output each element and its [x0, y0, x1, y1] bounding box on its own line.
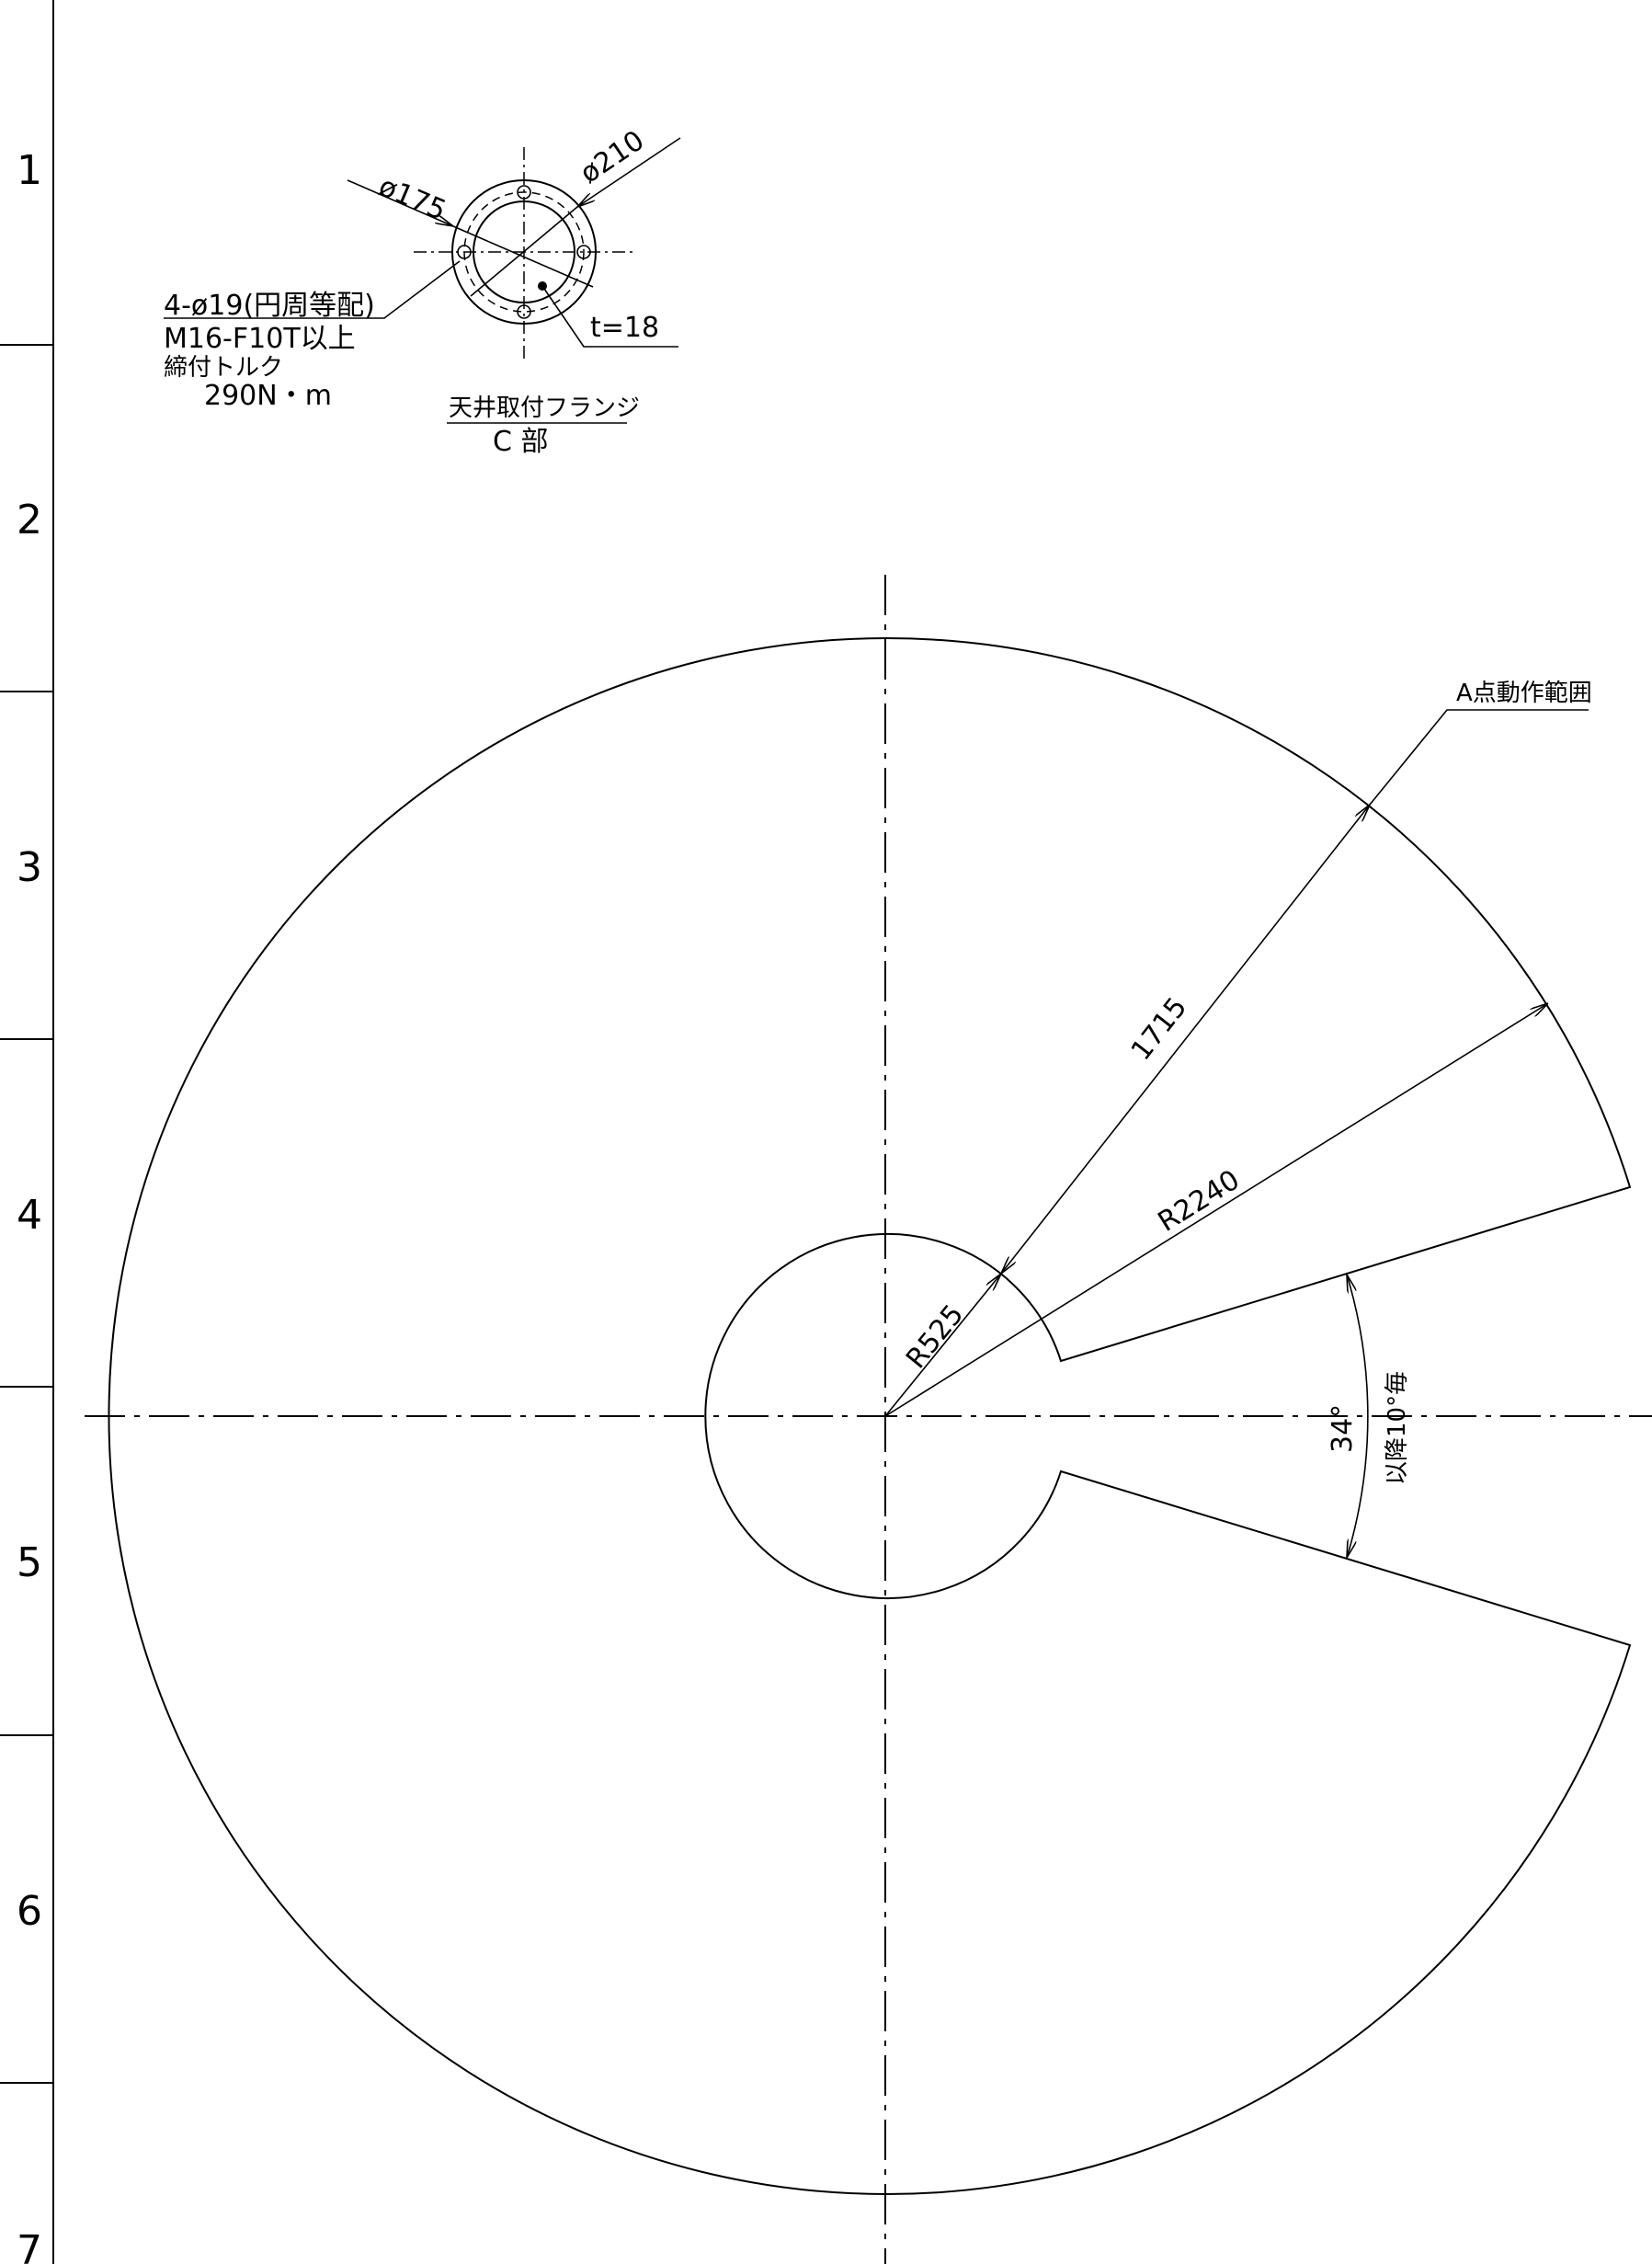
detail-title: 天井取付フランジ — [449, 394, 640, 422]
zone-label-1: 1 — [17, 147, 42, 194]
gap-angle-label: 34° — [1327, 1404, 1359, 1453]
range-label-leader — [1369, 709, 1589, 806]
dim-line-r525 — [884, 1274, 1001, 1417]
zone-label-3: 3 — [17, 844, 42, 891]
operating-range: 1715 R2240 R525 34° 以降10°毎 A点動作範囲 — [85, 575, 1652, 2264]
dim-arc-34deg — [1347, 1275, 1369, 1558]
bolt-spec-note: M16-F10T以上 — [164, 323, 356, 355]
dim-line-1715 — [1001, 805, 1370, 1274]
dim-line-r2240 — [884, 1003, 1548, 1417]
bolt-hole-icons — [457, 185, 591, 319]
zone-label-5: 5 — [17, 1539, 42, 1586]
zone-label-2: 2 — [17, 497, 42, 543]
range-boundary — [108, 637, 1632, 2195]
span-1715-label: 1715 — [1125, 991, 1194, 1067]
detail-subtitle: C 部 — [493, 426, 548, 458]
bolt-holes-note: 4-ø19(円周等配) — [164, 290, 375, 322]
zone-border: 1 2 3 4 5 6 7 — [0, 0, 54, 2264]
angle-step-note: 以降10°毎 — [1384, 1371, 1411, 1485]
flange-large-diameter: ø210 — [575, 124, 650, 189]
torque-label: 締付トルク — [164, 354, 283, 382]
zone-label-7: 7 — [17, 2227, 42, 2264]
flange-thickness: t=18 — [590, 312, 659, 344]
zone-label-4: 4 — [17, 1192, 42, 1239]
inner-radius-label: R525 — [900, 1298, 970, 1375]
operating-range-label: A点動作範囲 — [1456, 680, 1592, 707]
zone-label-6: 6 — [17, 1888, 42, 1935]
torque-value: 290N・m — [204, 380, 332, 412]
flange-detail: ø175 ø210 4-ø19(円周等配) M16-F10T以上 締付トルク 2… — [164, 124, 681, 458]
flange-small-diameter: ø175 — [374, 170, 450, 227]
